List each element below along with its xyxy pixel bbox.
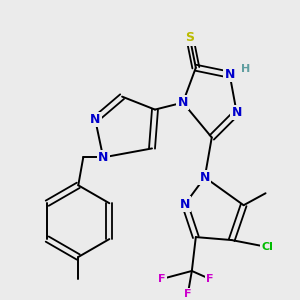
Text: H: H bbox=[241, 64, 250, 74]
Text: F: F bbox=[184, 289, 192, 299]
Text: Cl: Cl bbox=[262, 242, 274, 252]
Text: N: N bbox=[178, 96, 188, 109]
Text: S: S bbox=[185, 32, 194, 44]
Text: N: N bbox=[200, 171, 210, 184]
Text: N: N bbox=[180, 198, 190, 211]
Text: F: F bbox=[206, 274, 214, 284]
Text: N: N bbox=[232, 106, 242, 119]
Text: F: F bbox=[158, 274, 166, 284]
Text: N: N bbox=[98, 151, 108, 164]
Text: N: N bbox=[90, 113, 101, 126]
Text: N: N bbox=[224, 68, 235, 81]
